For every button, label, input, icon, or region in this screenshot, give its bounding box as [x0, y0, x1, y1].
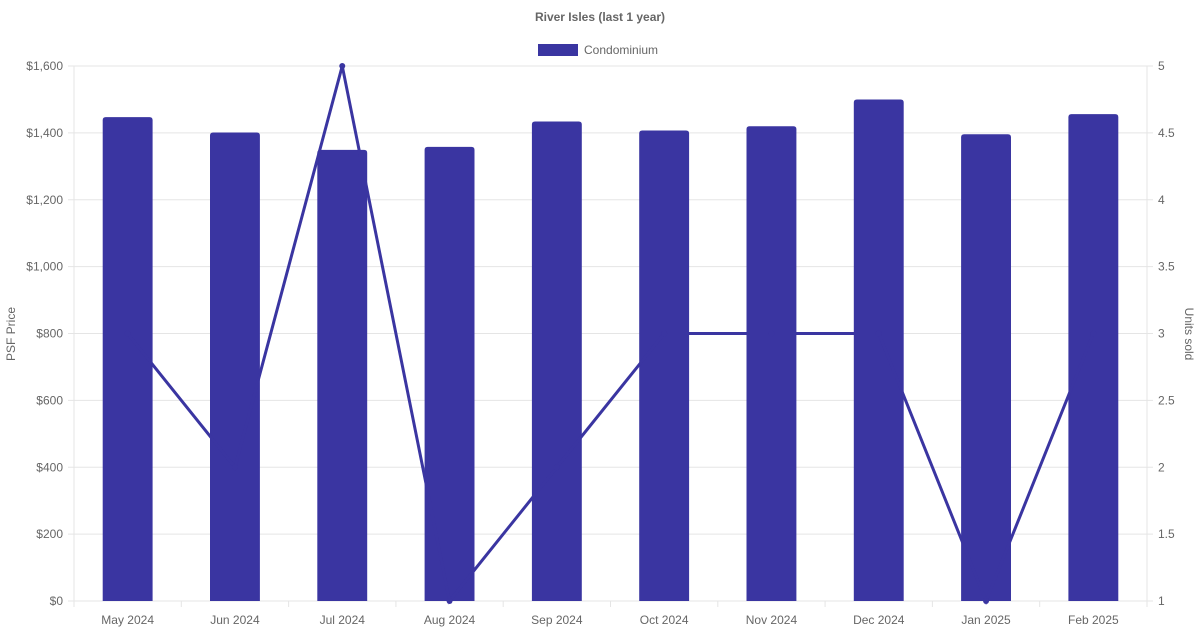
- x-tick-label: Dec 2024: [853, 613, 905, 627]
- left-axis-ticks: $0 $200 $400 $600 $800 $1,000 $1,200 $1,400 $1,6…: [26, 59, 63, 608]
- x-tick-label: Sep 2024: [531, 613, 583, 627]
- bar[interactable]: [317, 149, 368, 601]
- x-axis-ticks: May 2024 Jun 2024 Jul 2024 Aug 2024 Sep 2024…: [101, 613, 1119, 627]
- right-tick-label: 2: [1158, 460, 1165, 474]
- right-tick-label: 5: [1158, 59, 1165, 73]
- right-axis-ticks: 1 1.5 2 2.5 3 3.5 4 4.5 5: [1158, 59, 1175, 608]
- right-tick-label: 4: [1158, 193, 1165, 207]
- x-tick-label: May 2024: [101, 613, 154, 627]
- left-tick-label: $200: [36, 527, 63, 541]
- line-point[interactable]: [983, 598, 990, 604]
- bar[interactable]: [1068, 114, 1119, 602]
- bar[interactable]: [424, 146, 475, 601]
- line-point[interactable]: [446, 598, 453, 604]
- bar-series: [102, 99, 1119, 602]
- line-point[interactable]: [875, 330, 882, 337]
- line-point[interactable]: [231, 464, 238, 471]
- right-tick-label: 4.5: [1158, 126, 1175, 140]
- left-tick-label: $600: [36, 393, 63, 407]
- x-tick-label: Oct 2024: [640, 613, 689, 627]
- bar[interactable]: [746, 126, 797, 601]
- x-tick-label: Nov 2024: [746, 613, 798, 627]
- x-tick-label: Jul 2024: [320, 613, 366, 627]
- bar[interactable]: [210, 132, 260, 601]
- right-tick-label: 3.5: [1158, 260, 1175, 274]
- x-tick-label: Jun 2024: [210, 613, 260, 627]
- legend-swatch-condominium: [538, 44, 578, 56]
- legend-label-condominium: Condominium: [584, 43, 658, 57]
- right-tick-label: 2.5: [1158, 393, 1175, 407]
- legend[interactable]: Condominium: [538, 43, 658, 57]
- line-series: [124, 63, 1097, 606]
- bar[interactable]: [102, 117, 153, 602]
- line-point[interactable]: [768, 330, 775, 337]
- left-tick-label: $400: [36, 460, 63, 474]
- left-tick-label: $1,400: [26, 126, 63, 140]
- line-point[interactable]: [661, 330, 668, 337]
- left-axis-title: PSF Price: [4, 307, 18, 361]
- left-tick-label: $1,200: [26, 193, 63, 207]
- chart-title: River Isles (last 1 year): [535, 10, 665, 24]
- right-tick-label: 3: [1158, 327, 1165, 341]
- right-tick-label: 1: [1158, 594, 1165, 608]
- bar[interactable]: [531, 121, 582, 601]
- bar[interactable]: [853, 99, 904, 601]
- left-tick-label: $1,000: [26, 260, 63, 274]
- line-point[interactable]: [553, 464, 560, 471]
- line-path: [126, 65, 1095, 606]
- line-point[interactable]: [1090, 330, 1097, 337]
- left-tick-label: $0: [50, 594, 64, 608]
- bar[interactable]: [961, 134, 1011, 601]
- left-tick-label: $800: [36, 327, 63, 341]
- left-tick-label: $1,600: [26, 59, 63, 73]
- right-tick-label: 1.5: [1158, 527, 1175, 541]
- x-tick-label: Aug 2024: [424, 613, 476, 627]
- bar[interactable]: [639, 130, 690, 602]
- x-tick-label: Jan 2025: [961, 613, 1011, 627]
- line-point[interactable]: [124, 330, 131, 337]
- x-tick-label: Feb 2025: [1068, 613, 1119, 627]
- line-point[interactable]: [339, 63, 346, 69]
- right-axis-title: Units sold: [1182, 308, 1196, 361]
